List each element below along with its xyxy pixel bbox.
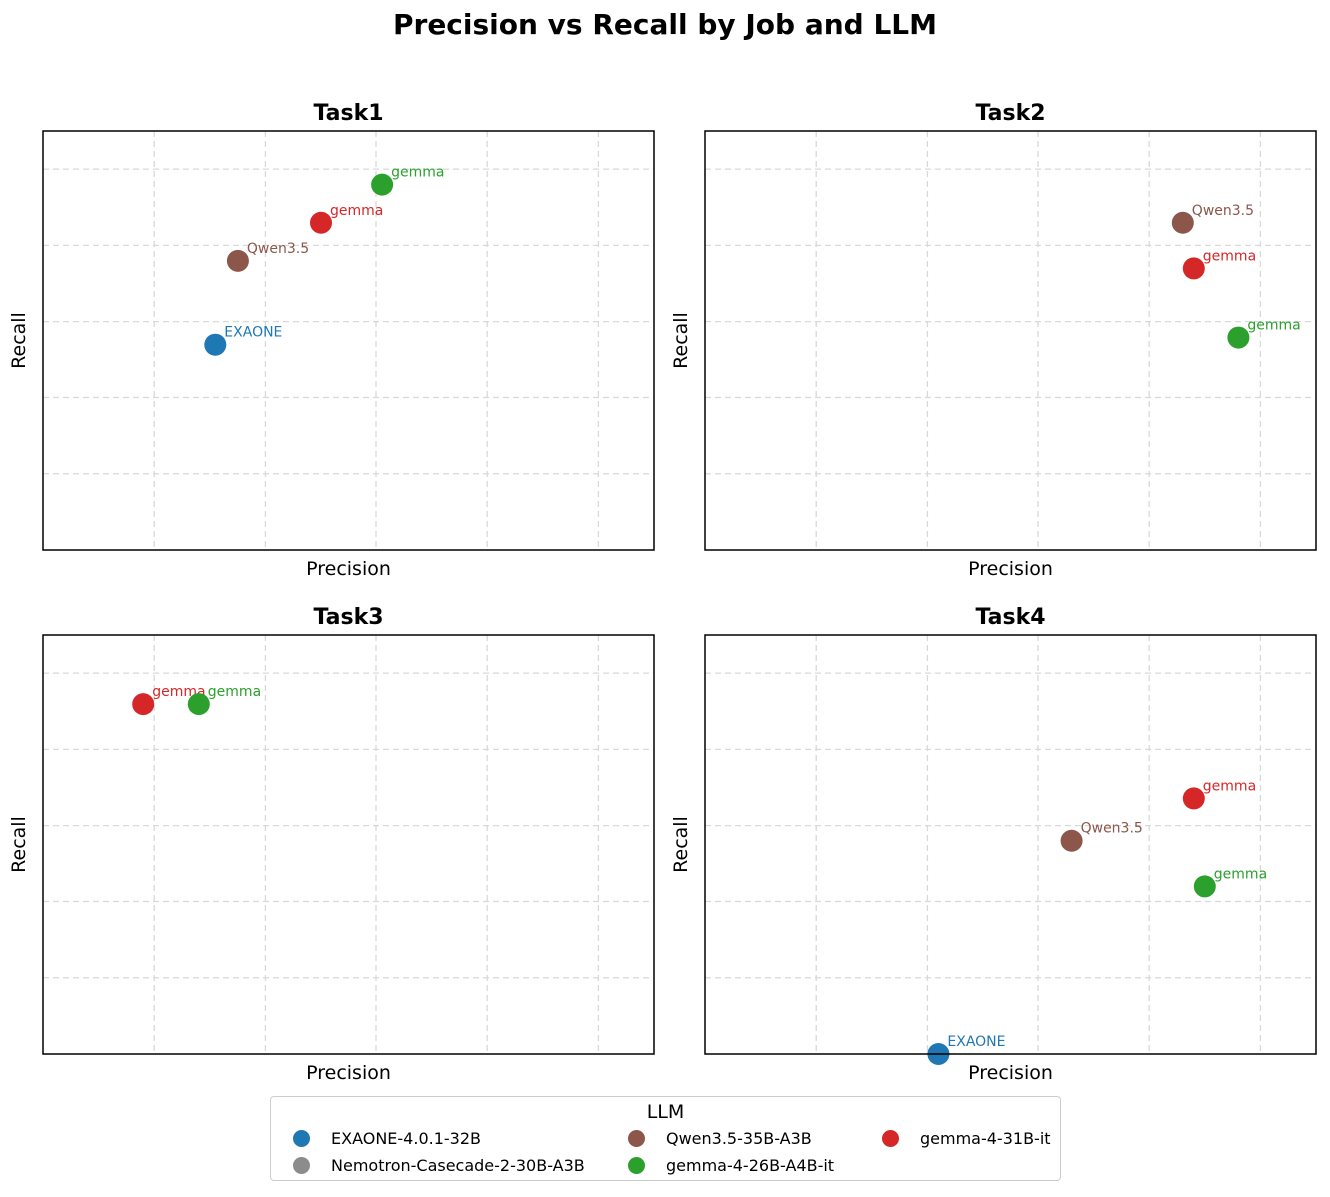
data-point [226, 249, 249, 272]
legend-marker [293, 1130, 310, 1147]
panel-2: Qwen3.5 gemma gemma Task2 Precision Recall [670, 101, 1317, 580]
legend-item: Nemotron-Casecade-2-30B-A3B [293, 1156, 585, 1175]
data-point [1182, 257, 1205, 280]
legend-label: Qwen3.5-35B-A3B [666, 1129, 812, 1148]
point-label: Qwen3.5 [1192, 203, 1254, 219]
point-label: gemma [1247, 318, 1300, 334]
subplot-title: Task1 [313, 101, 383, 126]
legend-item: gemma-4-26B-A4B-it [628, 1156, 834, 1175]
point-label: gemma [1214, 866, 1267, 882]
point-label: Qwen3.5 [247, 241, 309, 257]
panel-4: EXAONE Qwen3.5 gemma gemma Task4 Precision Rec… [670, 605, 1317, 1084]
plot-frame [704, 634, 1317, 1055]
x-axis-label: Precision [968, 1062, 1053, 1084]
point-label: gemma [330, 203, 383, 219]
subplot-title: Task3 [313, 605, 383, 630]
point-label: gemma [1203, 778, 1256, 794]
legend-item: Qwen3.5-35B-A3B [628, 1129, 812, 1148]
data-point [1171, 211, 1194, 234]
legend: LLM EXAONE-4.0.1-32B Nemotron-Casecade-2-… [270, 1096, 1061, 1181]
point-label: gemma [391, 165, 444, 181]
legend-item: gemma-4-31B-it [882, 1129, 1051, 1148]
legend-marker [628, 1157, 645, 1174]
data-point [1193, 875, 1216, 898]
data-point [1182, 787, 1205, 810]
legend-label: Nemotron-Casecade-2-30B-A3B [331, 1156, 585, 1175]
data-point [1227, 326, 1250, 349]
y-axis-label: Recall [8, 312, 30, 369]
legend-label: gemma-4-31B-it [920, 1129, 1051, 1148]
legend-marker [882, 1130, 899, 1147]
data-point [1060, 829, 1083, 852]
data-point [310, 211, 333, 234]
x-axis-label: Precision [306, 1062, 391, 1084]
point-label: gemma [1203, 248, 1256, 264]
y-axis-label: Recall [8, 816, 30, 873]
data-point [204, 333, 227, 356]
figure-title: Precision vs Recall by Job and LLM [392, 8, 937, 41]
legend-label: EXAONE-4.0.1-32B [331, 1129, 481, 1148]
legend-title: LLM [646, 1101, 685, 1123]
data-point [371, 173, 394, 196]
point-label: EXAONE [224, 325, 282, 341]
plot-frame [42, 634, 655, 1055]
legend-marker [628, 1130, 645, 1147]
y-axis-label: Recall [670, 816, 692, 873]
point-label: Qwen3.5 [1081, 821, 1143, 837]
panel-1: EXAONE Qwen3.5 gemma gemma Task1 Precision Rec… [8, 101, 655, 580]
data-point [132, 693, 155, 716]
subplot-title: Task4 [975, 605, 1045, 630]
legend-label: gemma-4-26B-A4B-it [666, 1156, 835, 1175]
x-axis-label: Precision [968, 558, 1053, 580]
point-label: EXAONE [947, 1034, 1005, 1050]
y-axis-label: Recall [670, 312, 692, 369]
plot-frame [704, 130, 1317, 551]
plot-frame [42, 130, 655, 551]
point-label: gemma [208, 684, 261, 700]
subplot-title: Task2 [975, 101, 1045, 126]
legend-marker [293, 1157, 310, 1174]
legend-item: EXAONE-4.0.1-32B [293, 1129, 481, 1148]
data-point [187, 693, 210, 716]
x-axis-label: Precision [306, 558, 391, 580]
